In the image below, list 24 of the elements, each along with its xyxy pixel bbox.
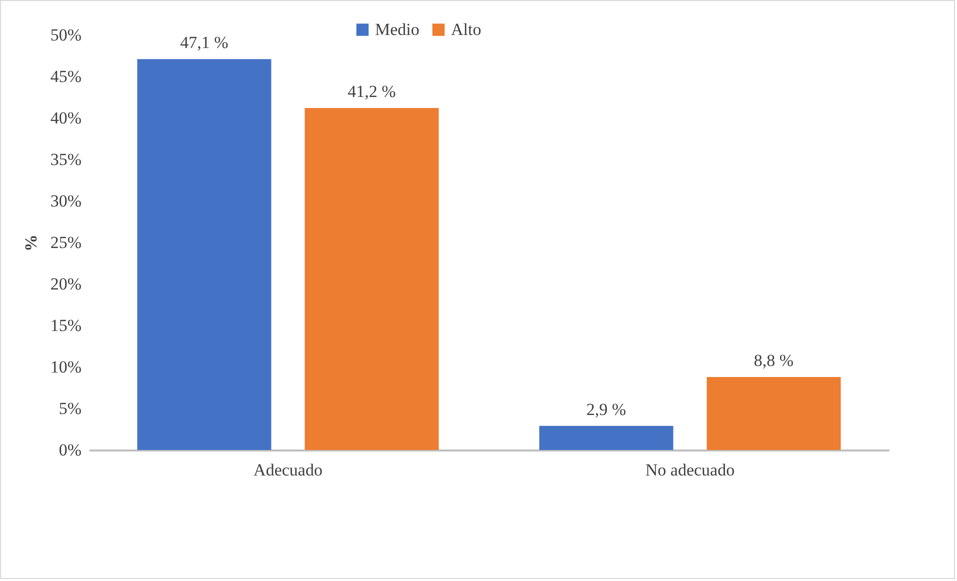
y-tick-label: 25% [50, 233, 82, 252]
y-tick-label: 5% [58, 399, 82, 418]
data-label: 8,8 % [754, 350, 794, 370]
y-tick-label: 45% [50, 67, 82, 86]
bar [539, 426, 674, 450]
y-tick-label: 40% [50, 108, 82, 128]
legend-label: Alto [451, 20, 482, 39]
y-tick-label: 50% [50, 26, 82, 44]
y-tick-label: 15% [50, 316, 82, 335]
data-label: 41,2 % [348, 82, 396, 102]
y-tick-label: 35% [50, 150, 82, 169]
x-tick-label: Adecuado [254, 460, 322, 480]
bar [706, 376, 841, 450]
data-label: 47,1 % [180, 33, 228, 52]
y-tick-label: 30% [50, 192, 82, 210]
y-axis-title: % [21, 234, 40, 252]
bar [137, 59, 272, 450]
y-tick-label: 0% [58, 440, 82, 460]
y-tick-label: 10% [50, 358, 82, 376]
data-label: 2,9 % [586, 400, 626, 419]
bar [304, 108, 439, 450]
legend-label: Medio [375, 20, 420, 39]
x-tick-label: No adecuado [645, 460, 735, 480]
y-tick-label: 20% [50, 274, 82, 294]
